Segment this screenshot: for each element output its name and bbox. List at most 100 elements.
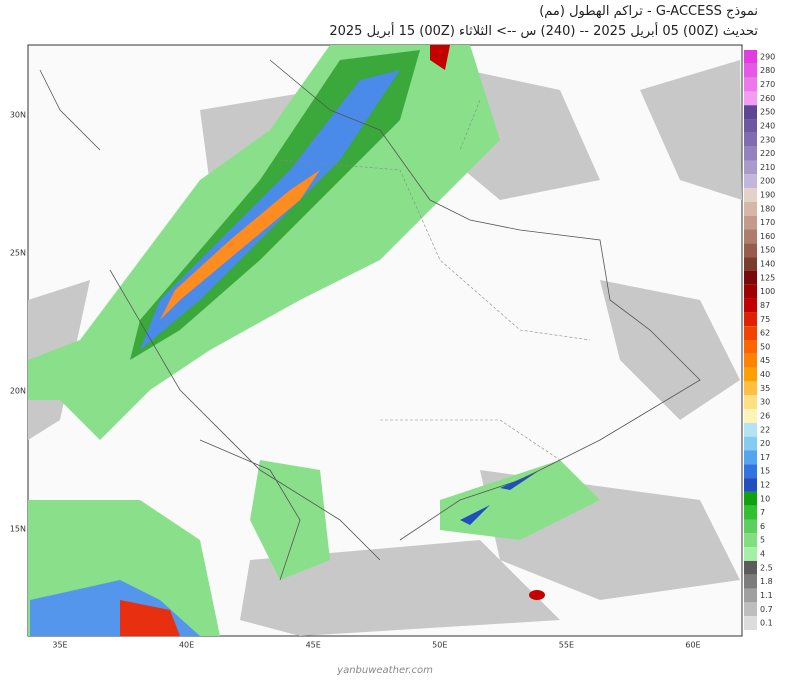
legend-swatch xyxy=(744,243,757,258)
legend-swatch xyxy=(744,436,757,451)
legend-label: 140 xyxy=(760,260,775,269)
legend-swatch xyxy=(744,395,757,410)
legend-swatch xyxy=(744,188,757,202)
legend-swatch xyxy=(744,257,757,271)
legend-swatch xyxy=(744,422,757,437)
legend-label: 17 xyxy=(760,453,770,462)
legend-swatch xyxy=(744,616,757,630)
legend-swatch xyxy=(744,491,757,506)
legend-swatch xyxy=(744,450,757,465)
lat-label: 25N xyxy=(10,249,26,258)
legend-label: 75 xyxy=(760,315,770,324)
legend-swatch xyxy=(744,63,757,78)
legend-label: 150 xyxy=(760,246,775,255)
legend-label: 22 xyxy=(760,425,770,434)
legend-swatch xyxy=(744,119,757,133)
legend-swatch xyxy=(744,229,757,244)
legend-swatch xyxy=(744,353,757,368)
legend-swatch xyxy=(744,464,757,479)
legend-swatch xyxy=(744,105,757,120)
legend-label: 280 xyxy=(760,66,775,75)
legend-swatch xyxy=(744,340,757,354)
legend-swatch xyxy=(744,146,757,161)
legend-swatch xyxy=(744,215,757,230)
legend-label: 200 xyxy=(760,177,775,186)
legend-label: 1.1 xyxy=(760,591,773,600)
lat-label: 30N xyxy=(10,111,26,120)
legend-label: 170 xyxy=(760,218,775,227)
legend-label: 1.8 xyxy=(760,577,773,586)
legend-swatch xyxy=(744,505,757,520)
legend-swatch xyxy=(744,132,757,147)
legend-label: 260 xyxy=(760,94,775,103)
legend-swatch xyxy=(744,298,757,313)
legend-label: 240 xyxy=(760,121,775,130)
subtitle: تحديث (00Z) 05 أبريل 2025 -- (240) س -->… xyxy=(329,24,758,39)
legend-swatch xyxy=(744,326,757,340)
site-name: yanbuweather.com xyxy=(336,665,433,676)
legend-label: 190 xyxy=(760,191,775,200)
legend-label: 35 xyxy=(760,384,770,393)
legend-swatch xyxy=(744,519,757,534)
legend-label: 2.5 xyxy=(760,563,773,572)
legend-swatch xyxy=(744,160,757,175)
legend-label: 100 xyxy=(760,287,775,296)
legend-swatch xyxy=(744,602,757,617)
legend-label: 10 xyxy=(760,494,770,503)
legend-swatch xyxy=(744,547,757,561)
legend-label: 160 xyxy=(760,232,775,241)
legend-swatch xyxy=(744,174,757,189)
legend-swatch xyxy=(744,77,757,92)
legend-label: 40 xyxy=(760,370,770,379)
legend-swatch xyxy=(744,91,757,106)
legend-label: 87 xyxy=(760,301,770,310)
legend-swatch xyxy=(744,533,757,548)
lon-label: 45E xyxy=(306,641,321,650)
lon-label: 55E xyxy=(559,641,574,650)
legend-label: 125 xyxy=(760,273,775,282)
legend-swatch xyxy=(744,588,757,603)
legend-swatch xyxy=(744,270,757,285)
title: نموذج G-ACCESS - تراكم الهطول (مم) xyxy=(539,4,758,19)
legend-swatch xyxy=(744,367,757,382)
legend-swatch xyxy=(744,284,757,299)
lon-label: 40E xyxy=(179,641,194,650)
lat-label: 15N xyxy=(10,525,26,534)
legend-swatch xyxy=(744,478,757,492)
legend-swatch xyxy=(744,560,757,575)
legend-label: 180 xyxy=(760,204,775,213)
legend-label: 4 xyxy=(760,550,765,559)
legend-label: 250 xyxy=(760,108,775,117)
legend-label: 0.1 xyxy=(760,619,773,628)
legend-label: 290 xyxy=(760,52,775,61)
legend-label: 15 xyxy=(760,467,770,476)
lon-label: 50E xyxy=(432,641,447,650)
lat-label: 20N xyxy=(10,387,26,396)
legend-label: 270 xyxy=(760,80,775,89)
legend-swatch xyxy=(744,409,757,423)
legend-label: 0.7 xyxy=(760,605,773,614)
legend-label: 6 xyxy=(760,522,765,531)
lon-label: 35E xyxy=(52,641,67,650)
legend-label: 230 xyxy=(760,135,775,144)
legend-label: 50 xyxy=(760,342,770,351)
legend-label: 62 xyxy=(760,329,770,338)
legend-label: 210 xyxy=(760,163,775,172)
legend-label: 20 xyxy=(760,439,770,448)
legend-label: 45 xyxy=(760,356,770,365)
legend-swatch xyxy=(744,50,757,64)
legend-label: 220 xyxy=(760,149,775,158)
legend-swatch xyxy=(744,381,757,396)
lon-label: 60E xyxy=(685,641,700,650)
legend-swatch xyxy=(744,201,757,216)
legend-label: 30 xyxy=(760,398,770,407)
legend-label: 12 xyxy=(760,481,770,490)
legend-label: 5 xyxy=(760,536,765,545)
legend-label: 26 xyxy=(760,411,770,420)
legend-label: 7 xyxy=(760,508,765,517)
legend-swatch xyxy=(744,312,757,327)
legend-swatch xyxy=(744,574,757,589)
map xyxy=(27,44,743,637)
